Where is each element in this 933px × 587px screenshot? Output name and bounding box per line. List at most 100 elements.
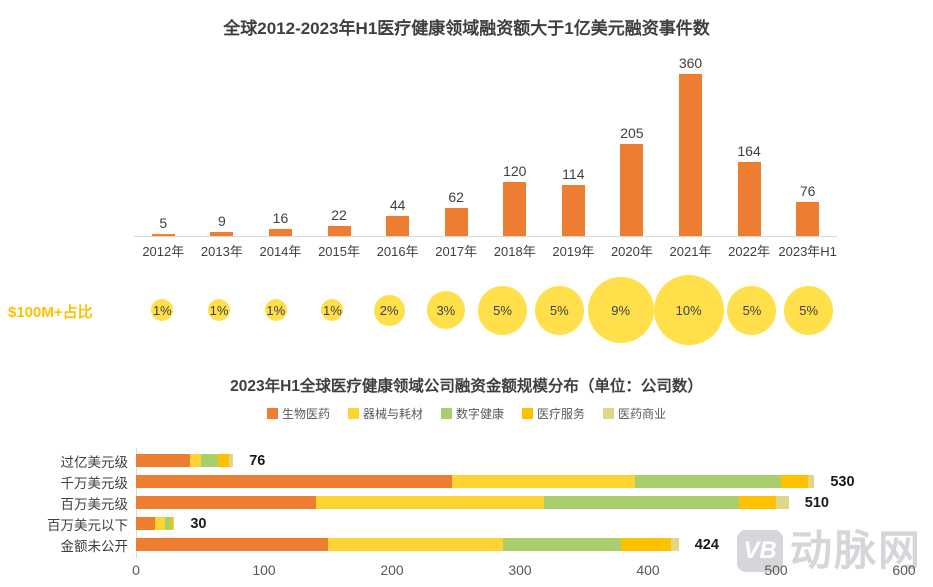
bar: [738, 162, 761, 236]
bar-segment: [781, 475, 808, 488]
x-tick-label: 2019年: [544, 241, 603, 260]
bubble: 1%: [265, 299, 287, 321]
bar: [679, 74, 702, 236]
bubble: 5%: [727, 286, 776, 335]
legend-label: 器械与耗材: [363, 405, 423, 422]
bar-value-label: 360: [679, 55, 702, 71]
legend-label: 医疗服务: [537, 405, 585, 422]
top-chart-x-axis: 2012年2013年2014年2015年2016年2017年2018年2019年…: [134, 241, 837, 260]
x-tick-label: 2020年: [603, 241, 662, 260]
category-label: 百万美元级: [0, 493, 136, 513]
bar-column: 164: [720, 143, 779, 236]
bar-segment: [635, 475, 781, 488]
x-tick-label: 300: [508, 562, 531, 578]
bar-segment: [229, 454, 233, 467]
x-tick-label: 100: [252, 562, 275, 578]
bottom-chart-x-axis: 0100200300400500600: [136, 562, 906, 580]
bar-column: 44: [368, 197, 427, 236]
bar-segment: [503, 538, 621, 551]
x-tick-label: 2014年: [251, 241, 310, 260]
legend-swatch-icon: [522, 408, 533, 419]
category-label: 千万美元级: [0, 472, 136, 492]
x-tick-label: 2023年H1: [778, 241, 837, 260]
bar-segment: [136, 517, 155, 530]
bar: [620, 144, 643, 236]
bubble: 10%: [654, 275, 724, 345]
x-tick-label: 400: [636, 562, 659, 578]
legend-swatch-icon: [441, 408, 452, 419]
stacked-bar: [136, 538, 679, 551]
bubble-cell: 10%: [654, 274, 724, 346]
bar: [562, 185, 585, 236]
bottom-chart-plot-area: 过亿美元级 76 千万美元级 530 百万美元级 510 百万美元以下 30 金额未公开424: [0, 450, 933, 555]
total-label: 530: [830, 474, 854, 490]
bubble-row: 1%1%1%1%2%3%5%5%9%10%5%5%: [134, 274, 837, 346]
bar-value-label: 62: [448, 189, 464, 205]
bar-segment: [155, 517, 165, 530]
table-row: 百万美元以下 30: [0, 513, 933, 534]
legend: 生物医药 器械与耗材 数字健康 医疗服务 医药商业: [0, 405, 933, 422]
category-label: 百万美元以下: [0, 514, 136, 534]
bar-value-label: 76: [800, 183, 816, 199]
bubble-cell: 5%: [531, 274, 588, 346]
bar-value-label: 120: [503, 163, 526, 179]
x-tick-label: 500: [764, 562, 787, 578]
bar-segment: [190, 454, 202, 467]
bottom-chart-title: 2023年H1全球医疗健康领域公司融资金额规模分布（单位：公司数）: [0, 374, 933, 396]
legend-item: 器械与耗材: [348, 405, 423, 422]
bubble: 2%: [374, 295, 405, 326]
bar-segment: [201, 454, 218, 467]
category-label: 金额未公开: [0, 535, 136, 555]
x-tick-label: 2015年: [310, 241, 369, 260]
legend-item: 生物医药: [267, 405, 330, 422]
bubble-cell: 1%: [247, 274, 304, 346]
bar-column: 9: [193, 213, 252, 236]
x-tick-label: 2021年: [661, 241, 720, 260]
bubble-cell: 5%: [474, 274, 531, 346]
bubble-row-label: $100M+占比: [8, 301, 93, 322]
table-row: 金额未公开424: [0, 534, 933, 555]
x-tick-label: 600: [892, 562, 915, 578]
bar-segment: [621, 538, 671, 551]
bubble: 3%: [427, 291, 465, 329]
bar-column: 16: [251, 210, 310, 236]
bar: [328, 226, 351, 236]
bar-value-label: 22: [331, 207, 347, 223]
bar-value-label: 164: [737, 143, 760, 159]
legend-label: 生物医药: [282, 405, 330, 422]
table-row: 百万美元级 510: [0, 492, 933, 513]
bar-segment: [739, 496, 776, 509]
bar-column: 120: [485, 163, 544, 236]
bubble-cell: 9%: [588, 274, 654, 346]
stacked-bar: [136, 454, 233, 467]
legend-swatch-icon: [603, 408, 614, 419]
x-tick-label: 2022年: [720, 241, 779, 260]
bar-column: 205: [603, 125, 662, 236]
x-tick-label: 2017年: [427, 241, 486, 260]
bubble: 1%: [151, 299, 173, 321]
top-chart-plot-area: 591622446212011420536016476: [134, 52, 837, 237]
table-row: 千万美元级 530: [0, 471, 933, 492]
bar-value-label: 16: [273, 210, 289, 226]
bar-segment: [136, 496, 316, 509]
legend-item: 医疗服务: [522, 405, 585, 422]
bar-segment: [316, 496, 544, 509]
total-label: 510: [805, 495, 829, 511]
bar-value-label: 5: [159, 215, 167, 231]
total-label: 30: [190, 516, 206, 532]
bar-segment: [671, 538, 679, 551]
x-tick-label: 0: [132, 562, 140, 578]
bar-segment: [218, 454, 230, 467]
legend-item: 医药商业: [603, 405, 666, 422]
legend-swatch-icon: [348, 408, 359, 419]
bar-column: 360: [661, 55, 720, 236]
bubble: 5%: [535, 286, 584, 335]
category-label: 过亿美元级: [0, 451, 136, 471]
total-label: 76: [249, 453, 265, 469]
stacked-bar: [136, 475, 814, 488]
bar-column: 5: [134, 215, 193, 236]
legend-item: 数字健康: [441, 405, 504, 422]
bar-segment: [328, 538, 503, 551]
x-tick-label: 2016年: [368, 241, 427, 260]
bar: [210, 232, 233, 236]
